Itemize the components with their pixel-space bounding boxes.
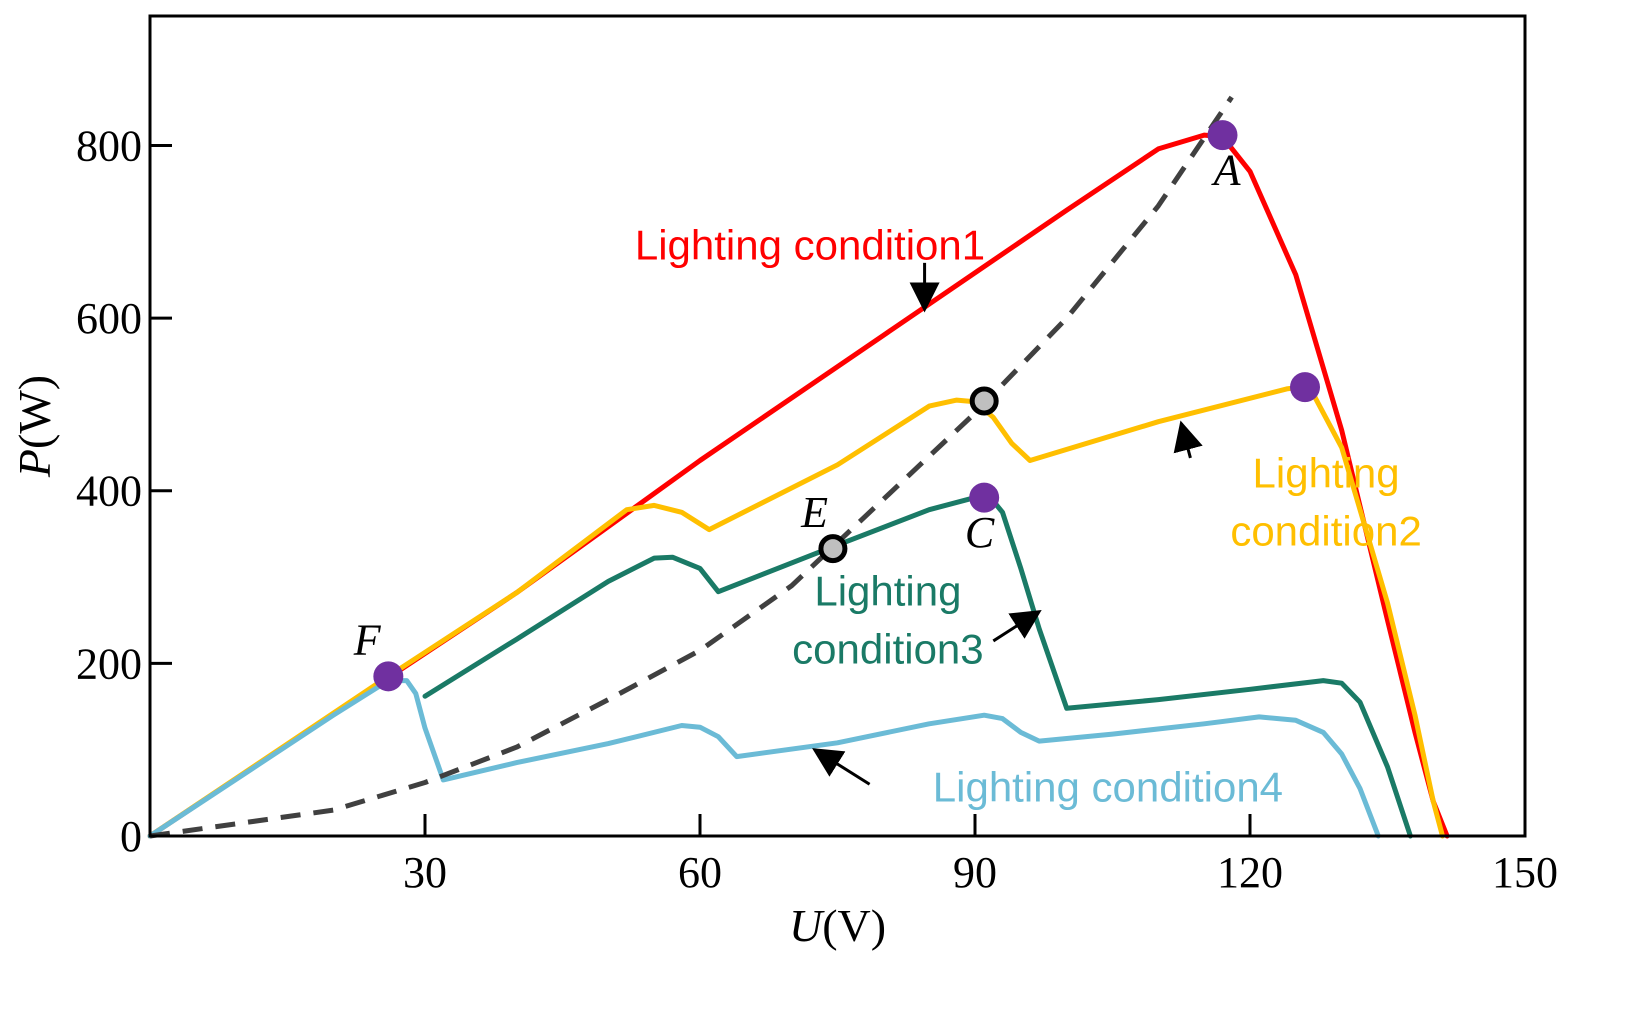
series-line-lighting-condition2	[147, 384, 1445, 839]
y-tick-label: 800	[76, 121, 142, 170]
y-axis-unit: (W)	[9, 375, 60, 449]
series-label-line: Lighting condition1	[635, 221, 985, 268]
series-label-line: Lighting	[1253, 449, 1400, 496]
point-f-marker	[373, 661, 404, 692]
point-e-marker	[818, 534, 848, 564]
x-tick-label: 30	[403, 848, 447, 897]
mpp-point-marker	[969, 386, 999, 416]
x-axis-unit: (V)	[822, 900, 886, 951]
point-c-label: C	[965, 508, 995, 557]
mpp-point-marker	[1290, 372, 1320, 403]
x-axis-title: U(V)	[789, 900, 886, 951]
point-e-label: E	[800, 488, 828, 537]
series-label-line: condition2	[1230, 507, 1421, 554]
y-tick-label: 600	[76, 294, 142, 343]
axis-ticks: 30 60 90 120 150 0 200 400 600 800	[76, 121, 1558, 897]
series-label-line: Lighting condition4	[933, 763, 1283, 810]
y-tick-label: 200	[76, 639, 142, 688]
series-label-line: Lighting	[814, 568, 961, 615]
series-line-mpp-locus	[149, 95, 1234, 839]
series-label-lighting-condition1: Lighting condition1	[635, 221, 985, 268]
marked-points-layer: A C E F	[353, 120, 1320, 692]
series-line-lighting-condition3	[422, 495, 1413, 839]
point-a-label: A	[1211, 145, 1242, 194]
x-tick-label: 120	[1217, 848, 1283, 897]
series-label-lighting-condition3: Lighting condition3	[792, 568, 983, 673]
series-label-line: condition3	[792, 626, 983, 673]
x-tick-label: 60	[678, 848, 722, 897]
y-tick-label: 400	[76, 467, 142, 516]
point-c-marker	[969, 482, 1000, 513]
arrow-to-lighting-condition3	[992, 609, 1042, 643]
series-label-lighting-condition4: Lighting condition4	[933, 763, 1283, 810]
point-f-label: F	[353, 616, 382, 665]
y-axis-variable: P	[9, 449, 60, 478]
point-a-marker	[1207, 120, 1238, 151]
plot-area-frame	[148, 14, 1527, 838]
series-label-lighting-condition2: Lighting condition2	[1230, 449, 1421, 554]
series-line-lighting-condition4	[147, 678, 1381, 839]
x-tick-label: 150	[1492, 848, 1558, 897]
x-axis-variable: U	[789, 900, 825, 951]
arrow-to-lighting-condition2	[1173, 420, 1203, 459]
x-tick-label: 90	[953, 848, 997, 897]
y-tick-label: 0	[120, 812, 142, 861]
arrow-to-lighting-condition4	[812, 748, 871, 786]
y-axis-title: P(W)	[9, 375, 60, 478]
